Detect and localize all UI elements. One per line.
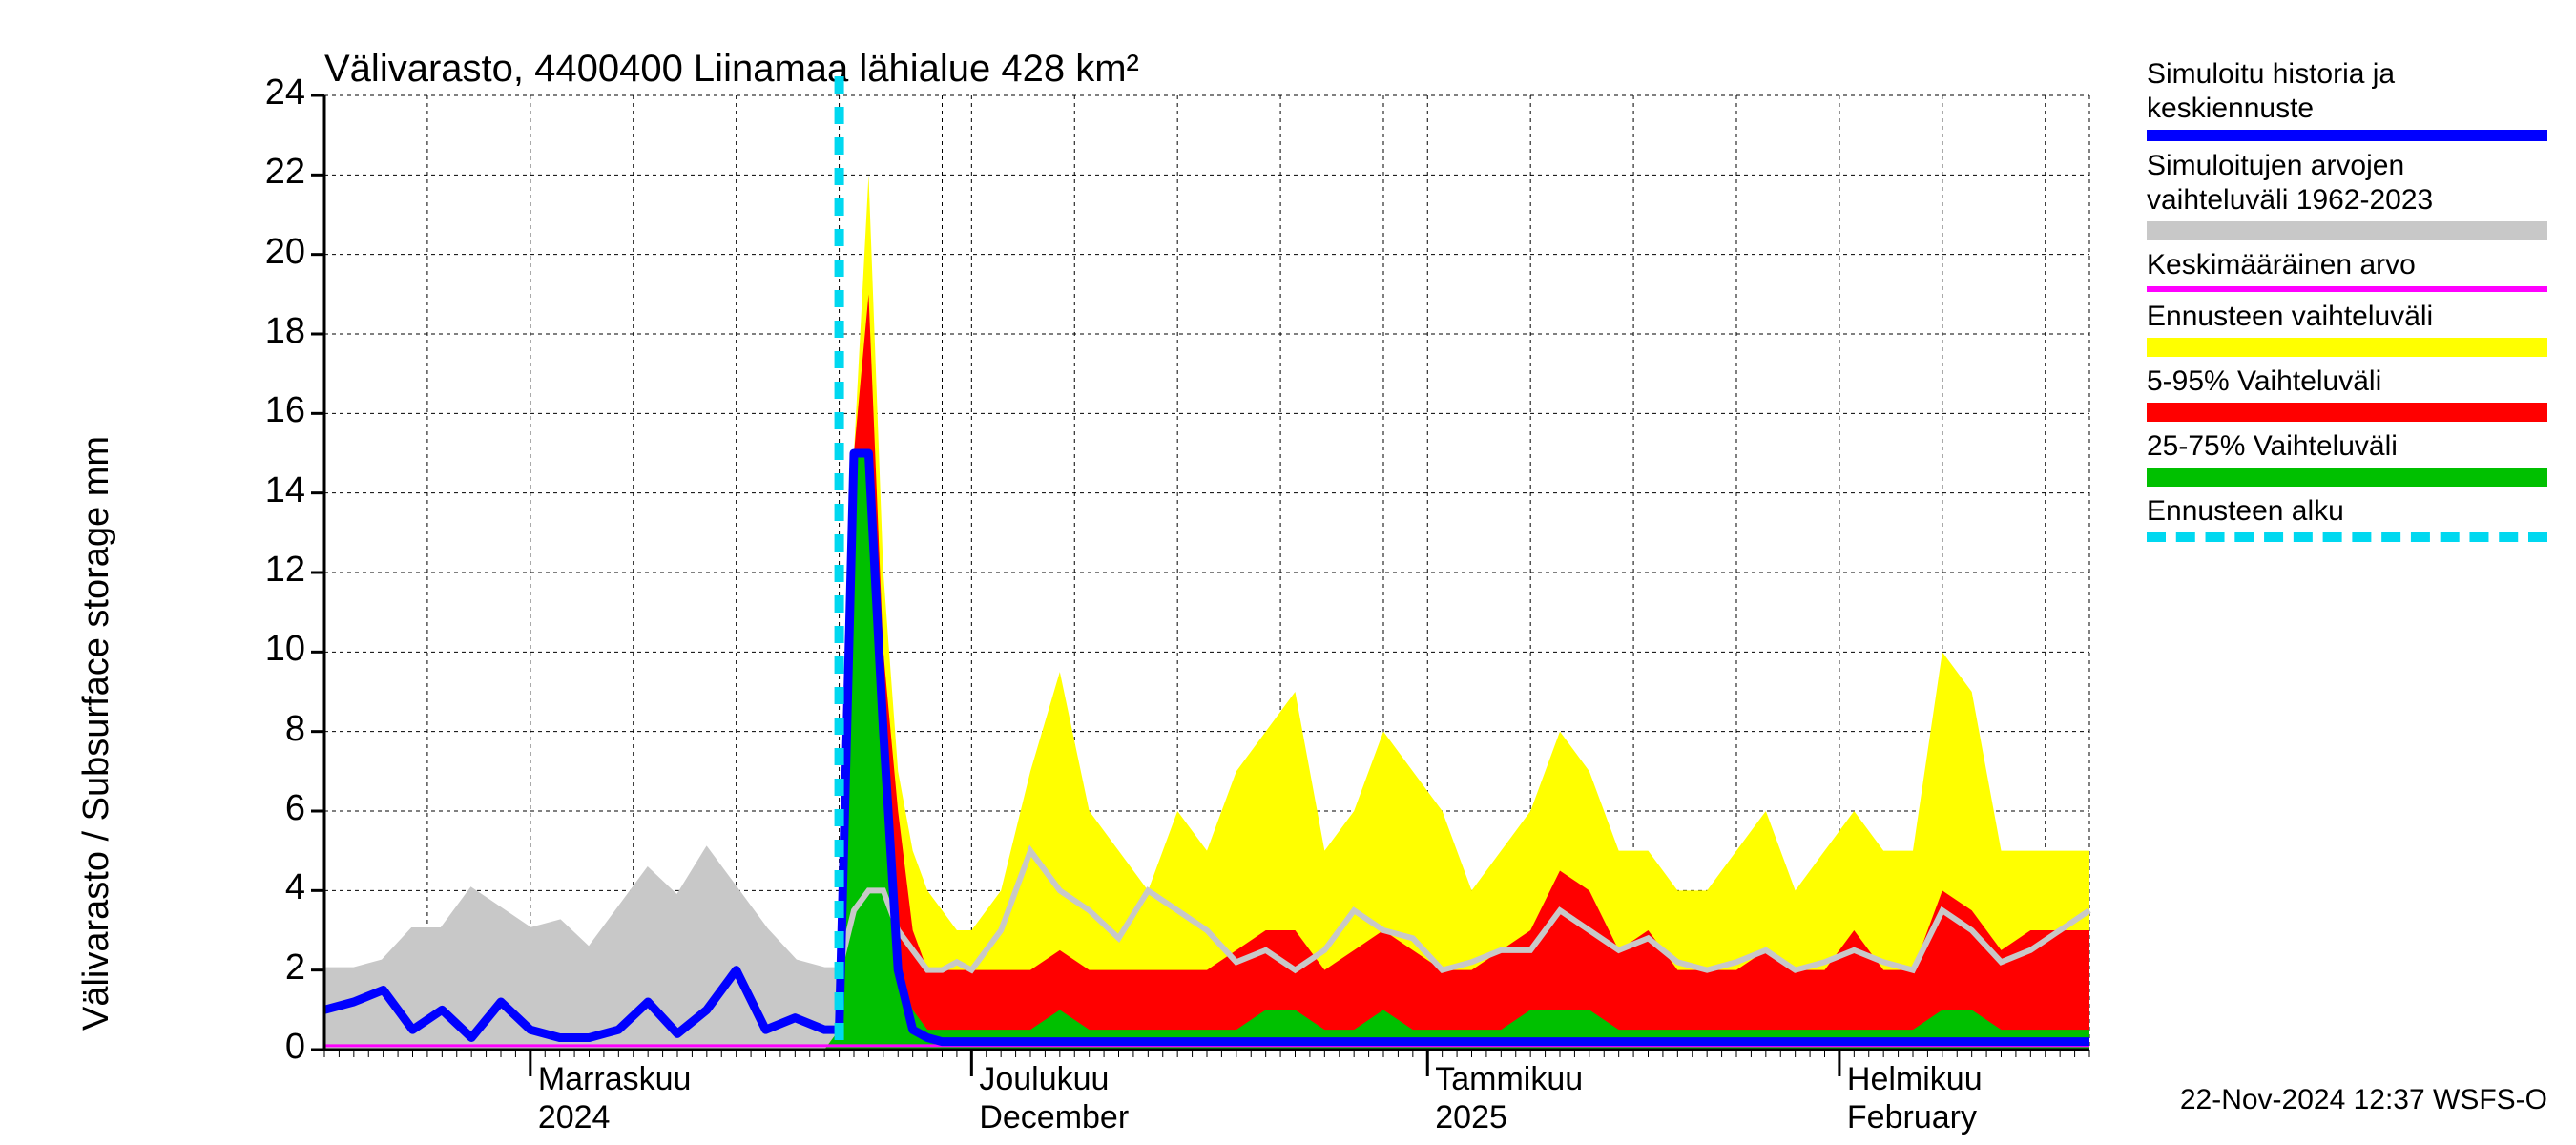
xtick-label-upper: Helmikuu bbox=[1847, 1061, 1983, 1098]
legend-item: Ennusteen vaihteluväli bbox=[2147, 300, 2547, 357]
legend-item: Simuloitujen arvojenvaihteluväli 1962-20… bbox=[2147, 149, 2547, 240]
ytick-label: 10 bbox=[239, 629, 305, 670]
legend-item: Simuloitu historia jakeskiennuste bbox=[2147, 57, 2547, 141]
ytick-label: 0 bbox=[239, 1027, 305, 1068]
legend-text: Keskimääräinen arvo bbox=[2147, 248, 2547, 282]
legend-swatch bbox=[2147, 221, 2547, 240]
ytick-label: 18 bbox=[239, 311, 305, 352]
legend-swatch bbox=[2147, 286, 2547, 292]
legend-text: Ennusteen vaihteluväli bbox=[2147, 300, 2547, 334]
ytick-label: 20 bbox=[239, 232, 305, 273]
xtick-label-lower: 2025 bbox=[1435, 1099, 1507, 1136]
legend-swatch bbox=[2147, 403, 2547, 422]
ytick-label: 2 bbox=[239, 947, 305, 989]
legend-item: 5-95% Vaihteluväli bbox=[2147, 364, 2547, 422]
ytick-label: 6 bbox=[239, 788, 305, 829]
xtick-label-upper: Tammikuu bbox=[1435, 1061, 1583, 1098]
ytick-label: 14 bbox=[239, 470, 305, 511]
legend-text: keskiennuste bbox=[2147, 92, 2547, 126]
legend-item: 25-75% Vaihteluväli bbox=[2147, 429, 2547, 487]
legend-text: Simuloitu historia ja bbox=[2147, 57, 2547, 92]
legend-swatch bbox=[2147, 468, 2547, 487]
legend-text: 5-95% Vaihteluväli bbox=[2147, 364, 2547, 399]
legend-text: vaihteluväli 1962-2023 bbox=[2147, 183, 2547, 218]
xtick-label-upper: Marraskuu bbox=[538, 1061, 692, 1098]
xtick-label-lower: December bbox=[979, 1099, 1129, 1136]
ytick-label: 24 bbox=[239, 73, 305, 114]
ytick-label: 4 bbox=[239, 867, 305, 908]
ytick-label: 8 bbox=[239, 709, 305, 750]
ytick-label: 22 bbox=[239, 152, 305, 193]
chart-frame: Välivarasto, 4400400 Liinamaa lähialue 4… bbox=[0, 0, 2576, 1145]
footer-timestamp: 22-Nov-2024 12:37 WSFS-O bbox=[2180, 1084, 2547, 1116]
legend-text: Simuloitujen arvojen bbox=[2147, 149, 2547, 183]
legend-swatch bbox=[2147, 532, 2547, 542]
xtick-label-lower: February bbox=[1847, 1099, 1977, 1136]
forecast-range-band bbox=[324, 175, 2089, 1050]
legend: Simuloitu historia jakeskiennusteSimuloi… bbox=[2147, 57, 2547, 550]
legend-text: Ennusteen alku bbox=[2147, 494, 2547, 529]
legend-item: Keskimääräinen arvo bbox=[2147, 248, 2547, 292]
legend-text: 25-75% Vaihteluväli bbox=[2147, 429, 2547, 464]
xtick-label-upper: Joulukuu bbox=[979, 1061, 1109, 1098]
ytick-label: 12 bbox=[239, 550, 305, 591]
legend-swatch bbox=[2147, 338, 2547, 357]
xtick-label-lower: 2024 bbox=[538, 1099, 611, 1136]
ytick-label: 16 bbox=[239, 390, 305, 431]
legend-swatch bbox=[2147, 130, 2547, 141]
legend-item: Ennusteen alku bbox=[2147, 494, 2547, 542]
